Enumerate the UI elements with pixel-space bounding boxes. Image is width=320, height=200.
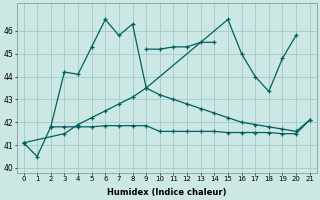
X-axis label: Humidex (Indice chaleur): Humidex (Indice chaleur) [107,188,226,197]
